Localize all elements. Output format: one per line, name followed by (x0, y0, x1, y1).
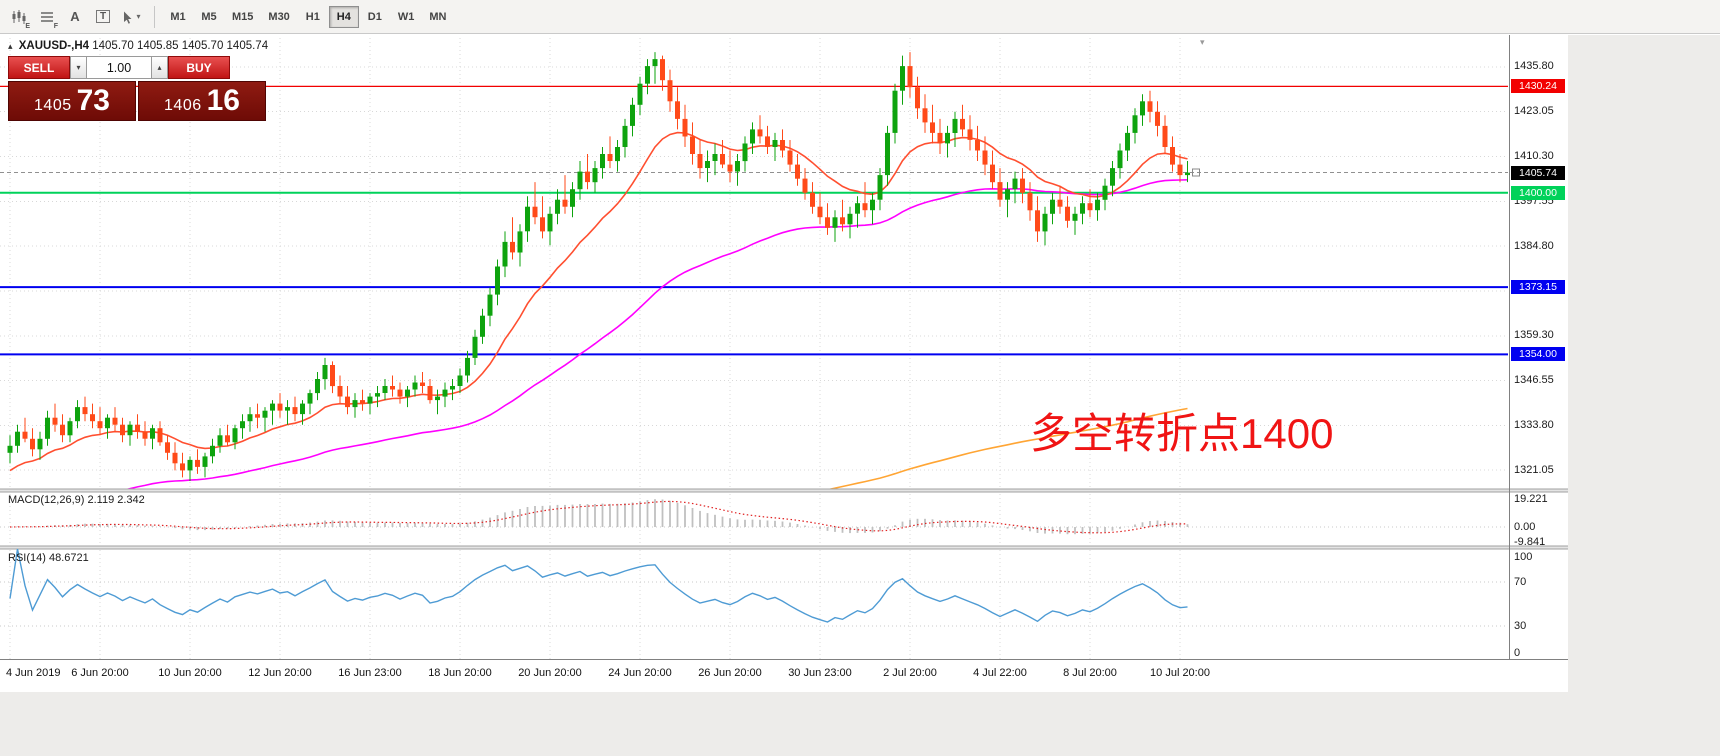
time-axis-label: 20 Jun 20:00 (518, 667, 582, 679)
price-axis-label: 1423.05 (1514, 105, 1554, 117)
toolbar-separator (154, 5, 155, 28)
time-axis-label: 8 Jul 20:00 (1063, 667, 1117, 679)
ask-pips: 16 (206, 84, 240, 117)
sell-button[interactable]: SELL (8, 56, 70, 79)
macd-name: MACD(12,26,9) (8, 494, 85, 506)
rsi-axis-label: 70 (1514, 576, 1527, 588)
tf-button-H1[interactable]: H1 (305, 10, 320, 23)
text-tool-icon[interactable]: T (90, 4, 116, 30)
toolbar-icons: E F A T ▾ (6, 4, 146, 30)
macd-indicator-label: MACD(12,26,9) 2.119 2.342 (8, 494, 145, 506)
macd-axis-label: 19.221 (1514, 493, 1548, 505)
symbol-name: XAUUSD-,H4 (18, 40, 90, 52)
volume-down-button[interactable]: ▾ (70, 56, 87, 79)
price-badge: 1405.74 (1511, 166, 1565, 180)
price-badge: 1430.24 (1511, 79, 1565, 93)
time-axis-label: 26 Jun 20:00 (698, 667, 762, 679)
text-label-icon[interactable]: A (70, 9, 80, 24)
time-axis-label: 12 Jun 20:00 (248, 667, 312, 679)
trade-controls-row: SELL ▾ ▴ BUY (8, 56, 268, 79)
tf-button-D1[interactable]: D1 (367, 10, 382, 23)
symbol-ohlc-values: 1405.70 1405.85 1405.70 1405.74 (92, 40, 269, 52)
time-axis-label: 24 Jun 20:00 (608, 667, 672, 679)
time-axis-label: 30 Jun 23:00 (788, 667, 852, 679)
time-axis-label: 18 Jun 20:00 (428, 667, 492, 679)
rsi-axis-label: 30 (1514, 620, 1527, 632)
volume-up-button[interactable]: ▴ (151, 56, 168, 79)
chart-style-icon[interactable]: E (6, 4, 32, 30)
rsi-name: RSI(14) (8, 552, 46, 564)
tf-button-M30[interactable]: M30 (268, 10, 290, 23)
time-axis-label: 16 Jun 23:00 (338, 667, 402, 679)
chart-shift-marker-icon[interactable]: ▾ (1200, 37, 1205, 47)
symbol-header: ▴ XAUUSD-,H4 1405.70 1405.85 1405.70 140… (8, 40, 268, 52)
rsi-axis-label: 100 (1514, 551, 1533, 563)
tf-button-M5[interactable]: M5 (201, 10, 217, 23)
macd-axis-label: -9.841 (1514, 536, 1546, 548)
time-axis-label: 10 Jun 20:00 (158, 667, 222, 679)
rsi-axis-label: 0 (1514, 647, 1521, 659)
price-axis-label: 1359.30 (1514, 329, 1554, 341)
price-axis-label: 1435.80 (1514, 60, 1554, 72)
chart-annotation-text: 多空转折点1400 (1030, 410, 1334, 457)
right-empty-area (1568, 35, 1720, 756)
bid-price-box[interactable]: 1405 73 (8, 81, 136, 121)
time-axis-label: 6 Jun 20:00 (71, 667, 129, 679)
ask-price-box[interactable]: 1406 16 (138, 81, 266, 121)
bid-main: 1405 (34, 97, 72, 114)
tf-button-H4[interactable]: H4 (328, 5, 359, 28)
price-axis-label: 1321.05 (1514, 464, 1554, 476)
time-axis-label: 4 Jun 2019 (6, 667, 61, 679)
time-axis-label: 10 Jul 20:00 (1150, 667, 1210, 679)
toolbar: E F A T ▾ M1 M5 M15 M30 H1 H4 D1 W1 MN (0, 0, 1720, 34)
rsi-indicator-label: RSI(14) 48.6721 (8, 552, 89, 564)
time-axis-label: 2 Jul 20:00 (883, 667, 937, 679)
buy-button[interactable]: BUY (168, 56, 230, 79)
price-axis[interactable]: 1435.801423.051410.301397.551384.801372.… (1510, 35, 1570, 660)
panel-toggle-icon[interactable]: ▴ (8, 41, 13, 51)
volume-input[interactable] (87, 56, 151, 79)
tf-button-M1[interactable]: M1 (170, 10, 186, 23)
rsi-value: 48.6721 (48, 552, 89, 564)
draw-tool-icon[interactable]: ▾ (118, 4, 144, 30)
timeframe-bar: M1 M5 M15 M30 H1 H4 D1 W1 MN (163, 5, 454, 28)
chart-canvas[interactable] (0, 0, 1568, 697)
bid-pips: 73 (76, 84, 110, 117)
price-axis-label: 1333.80 (1514, 419, 1554, 431)
macd-values: 2.119 2.342 (87, 494, 145, 506)
ask-main: 1406 (164, 97, 202, 114)
price-badge: 1400.00 (1511, 186, 1565, 200)
price-badge: 1373.15 (1511, 280, 1565, 294)
price-axis-label: 1410.30 (1514, 150, 1554, 162)
bid-ask-row: 1405 73 1406 16 (8, 81, 268, 121)
tf-button-M15[interactable]: M15 (232, 10, 254, 23)
bottom-empty-area (0, 692, 1568, 756)
price-axis-label: 1346.55 (1514, 374, 1554, 386)
tf-button-W1[interactable]: W1 (397, 10, 415, 23)
time-axis[interactable]: 4 Jun 2019 6 Jun 20:00 10 Jun 20:00 12 Jun … (0, 660, 1510, 692)
indicator-list-icon[interactable]: F (41, 11, 58, 30)
price-badge: 1354.00 (1511, 347, 1565, 361)
time-axis-label: 4 Jul 22:00 (973, 667, 1027, 679)
tf-button-MN[interactable]: MN (429, 10, 447, 23)
price-axis-label: 1384.80 (1514, 240, 1554, 252)
macd-axis-label: 0.00 (1514, 521, 1536, 533)
one-click-trading-panel: SELL ▾ ▴ BUY 1405 73 1406 16 (8, 56, 268, 121)
